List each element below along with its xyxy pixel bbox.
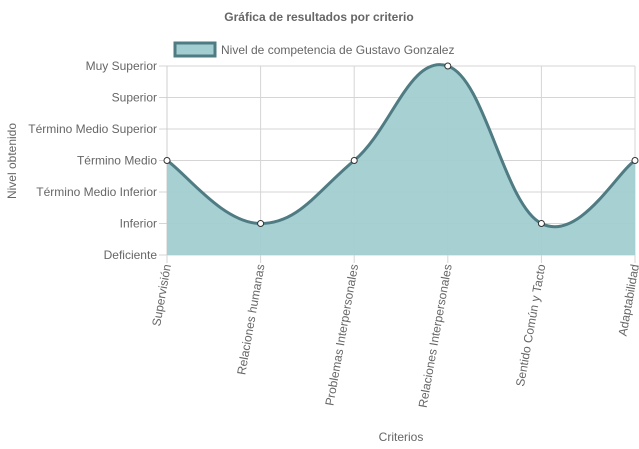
y-tick-label: Término Medio Inferior — [36, 185, 157, 199]
y-tick-label: Muy Superior — [86, 59, 157, 73]
legend[interactable]: Nivel de competencia de Gustavo Gonzalez — [173, 41, 454, 58]
x-tick-label: Adaptabilidad — [616, 263, 639, 337]
y-axis-ticks: Deficiente Inferior Término Medio Inferior… — [28, 59, 157, 262]
y-axis-title: Nivel obtenido — [5, 123, 19, 199]
data-point[interactable] — [350, 157, 358, 164]
chart-title: Gráfica de resultados por criterio — [224, 10, 413, 24]
data-point[interactable] — [537, 220, 545, 227]
series-line — [166, 63, 636, 228]
data-point[interactable] — [444, 62, 452, 70]
x-axis-title: Criterios — [379, 430, 424, 444]
points — [163, 62, 639, 227]
data-point[interactable] — [257, 220, 265, 227]
y-tick-label: Superior — [112, 91, 157, 105]
data-point[interactable] — [631, 157, 639, 164]
series-area — [167, 64, 635, 255]
y-tick-label: Término Medio — [77, 154, 157, 168]
y-tick-label: Deficiente — [104, 248, 158, 262]
x-tick-label: Relaciones Interpersonales — [416, 263, 455, 409]
series — [166, 63, 636, 255]
legend-swatch — [173, 41, 217, 58]
x-tick-label: Sentido Común y Tacto — [513, 263, 548, 388]
y-tick-label: Inferior — [120, 217, 157, 231]
y-tick-label: Término Medio Superior — [28, 122, 157, 136]
x-tick-label: Relaciones humanas — [234, 263, 267, 376]
x-tick-label: Supervisión — [149, 263, 174, 327]
data-point[interactable] — [163, 157, 171, 164]
x-axis-ticks: Supervisión Relaciones humanas Problemas I… — [149, 263, 639, 409]
x-tick-label: Problemas Interpersonales — [322, 263, 361, 407]
legend-label: Nivel de competencia de Gustavo Gonzalez — [221, 43, 454, 57]
